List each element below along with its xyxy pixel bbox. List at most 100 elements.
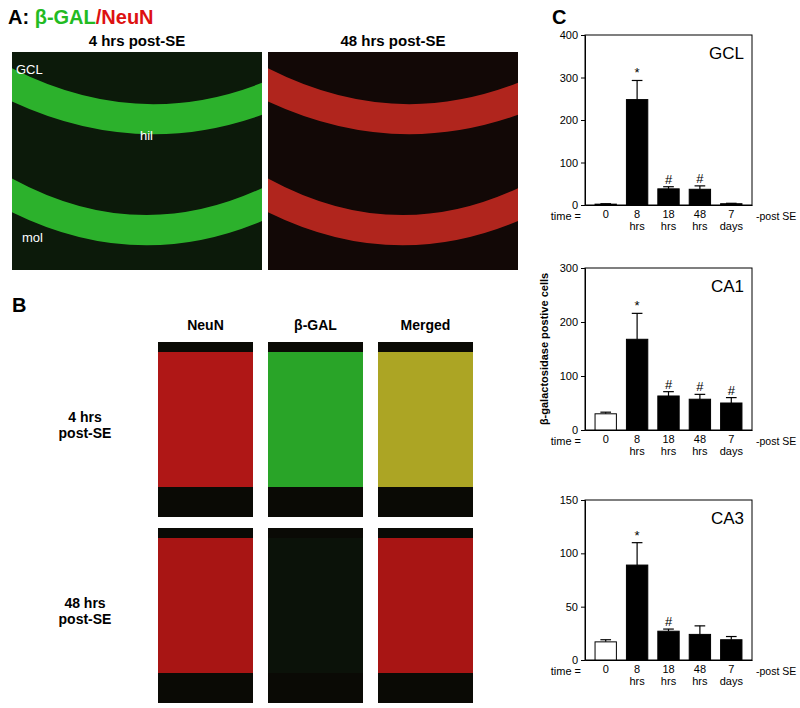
- marks: [595, 543, 742, 660]
- x-label-prefix: time =: [551, 665, 581, 677]
- micrograph: [158, 528, 253, 703]
- tick: 8hrs: [629, 205, 645, 232]
- tick-mark: [581, 78, 585, 79]
- tick-mark: [581, 607, 585, 608]
- bar: [721, 403, 742, 430]
- tick: 0: [603, 205, 609, 220]
- significance-mark: #: [728, 383, 736, 398]
- bar: [658, 396, 679, 430]
- tick: 100: [560, 370, 585, 382]
- tick-mark: [581, 500, 585, 501]
- tick-label: 300: [560, 72, 578, 84]
- bar: [626, 339, 647, 430]
- tick-label: 7days: [720, 663, 744, 687]
- error-cap: [726, 636, 737, 637]
- error-stem: [699, 394, 700, 399]
- tick-label: 8hrs: [629, 663, 645, 687]
- marks: [595, 80, 742, 205]
- error-stem: [637, 313, 638, 339]
- tick: 7days: [720, 430, 744, 457]
- error-stem: [637, 80, 638, 99]
- chart-title: GCL: [709, 44, 744, 63]
- tick: 18hrs: [661, 205, 677, 232]
- axis-line: [581, 501, 586, 661]
- x-label-suffix: -post SE: [756, 210, 796, 222]
- figure: A: β-GAL/NeuN4 hrs post-SE48 hrs post-SE…: [0, 0, 800, 708]
- tick-label: 8hrs: [629, 433, 645, 457]
- tick: 7days: [720, 205, 744, 232]
- error-stem: [731, 398, 732, 403]
- cell-layer: [12, 190, 262, 230]
- tick-label: 18hrs: [661, 663, 677, 687]
- tick: 8hrs: [629, 430, 645, 457]
- bar: [689, 634, 710, 660]
- tick-label: 100: [560, 547, 578, 559]
- cell-layer: [12, 80, 262, 119]
- tick: 48hrs: [692, 205, 708, 232]
- tick-mark: [581, 35, 585, 36]
- tick-label: 7days: [720, 208, 744, 232]
- micrograph: [378, 342, 473, 517]
- panel-a: A: β-GAL/NeuN4 hrs post-SE48 hrs post-SE…: [2, 6, 528, 270]
- tick-label: 18hrs: [661, 433, 677, 457]
- bar: [721, 204, 742, 205]
- panel-b: BNeuNβ-GALMerged4 hrspost-SE48 hrspost-S…: [12, 294, 473, 703]
- significance-mark: #: [665, 614, 673, 629]
- column-header: Merged: [401, 317, 451, 333]
- tick-mark: [581, 376, 585, 377]
- tick-mark: [581, 268, 585, 269]
- chart-title: CA1: [711, 277, 744, 296]
- tick-mark: [581, 322, 585, 323]
- bar-chart: 010020030008hrs18hrs48hrs7daystime =-pos…: [538, 262, 796, 457]
- tick: 300: [560, 262, 585, 274]
- column-header: β-GAL: [294, 317, 337, 333]
- tick: 150: [560, 494, 585, 506]
- region-label: GCL: [16, 62, 43, 77]
- error-bar: [632, 313, 643, 339]
- tick: 18hrs: [661, 660, 677, 687]
- significance-mark: *: [635, 65, 640, 80]
- tick-label: 200: [560, 114, 578, 126]
- x-axis: 0 8hrs 18hrs 48hrs 7days: [586, 205, 753, 232]
- tick-label: 0: [603, 663, 609, 675]
- cell-layer: [268, 80, 518, 119]
- error-bar: [632, 543, 643, 565]
- tick: 200: [560, 114, 585, 126]
- stain-label: β-GAL: [35, 6, 96, 28]
- plot-frame: [585, 500, 752, 660]
- axis-line: [586, 660, 753, 661]
- tick-mark: [581, 163, 585, 164]
- error-bar: [695, 626, 706, 635]
- significance-mark: #: [696, 379, 704, 394]
- axis-line: [586, 205, 753, 206]
- tick-label: 8hrs: [629, 208, 645, 232]
- micrograph: [12, 52, 262, 270]
- error-bar: [726, 398, 737, 403]
- y-axis: 050100150: [560, 494, 586, 666]
- panel-label: B: [12, 294, 26, 316]
- tick: 400: [560, 29, 585, 41]
- error-cap: [600, 412, 611, 413]
- image-title: 48 hrs post-SE: [340, 32, 445, 49]
- region-label: mol: [22, 230, 43, 245]
- tick-mark: [581, 120, 585, 121]
- plot-frame: [585, 35, 752, 205]
- x-label-prefix: time =: [551, 210, 581, 222]
- tick: 300: [560, 72, 585, 84]
- bar: [689, 189, 710, 205]
- axis-line: [581, 36, 586, 206]
- panel-label: C: [552, 6, 566, 28]
- panel-a-header: A: β-GAL/NeuN: [8, 6, 154, 28]
- bar: [595, 204, 616, 205]
- tick-label: 300: [560, 262, 578, 274]
- micrograph: [268, 528, 363, 703]
- tick: 100: [560, 547, 585, 559]
- x-label-prefix: time =: [551, 435, 581, 447]
- tick: 7days: [720, 660, 744, 687]
- significance-mark: #: [696, 171, 704, 186]
- tick-label: 48hrs: [692, 433, 708, 457]
- tick-label: 50: [566, 601, 578, 613]
- bar: [595, 642, 616, 660]
- y-axis: 0100200300: [560, 262, 586, 436]
- tick-label: 0: [603, 208, 609, 220]
